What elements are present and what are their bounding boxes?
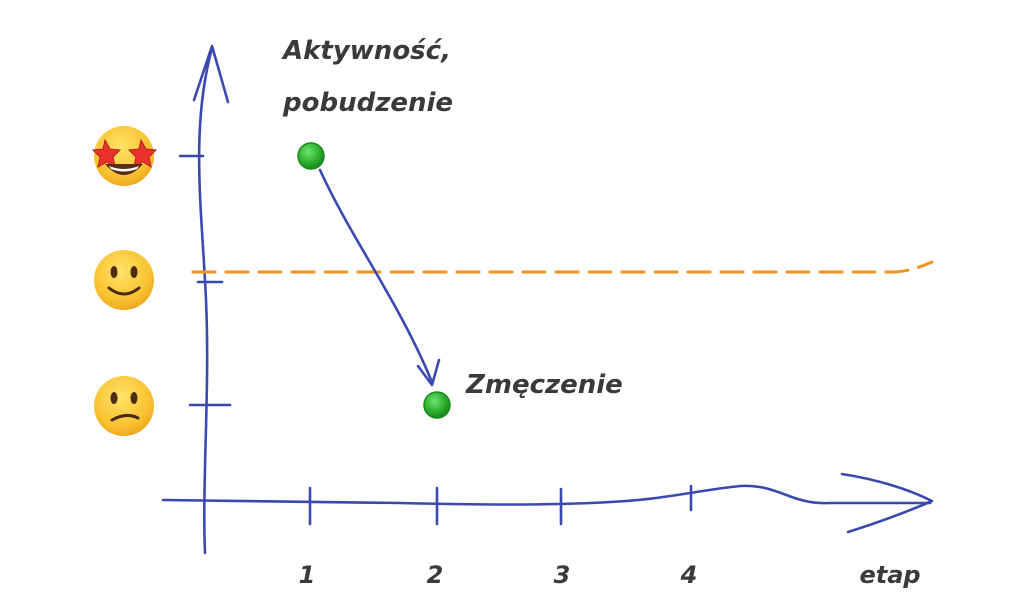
x-tick-label: 3 [554,561,571,589]
x-axis [161,472,934,534]
x-tick-label: 1 [299,561,316,589]
title-line-2: pobudzenie [282,88,453,118]
y-axis [178,44,232,555]
x-axis-label: etap [859,561,920,589]
confused-face-icon [94,376,154,436]
star-struck-face-icon [91,126,158,186]
x-tick-label: 4 [680,561,698,589]
x-tick-label: 2 [427,561,444,589]
transition-arrow [318,168,441,387]
data-point-activity [297,142,325,170]
title-line-1: Aktywność, [281,36,451,66]
data-point-fatigue [423,391,451,419]
slightly-smiling-face-icon [94,250,154,310]
point-label-fatigue: Zmęczenie [465,370,623,400]
dashed-baseline [191,260,934,274]
